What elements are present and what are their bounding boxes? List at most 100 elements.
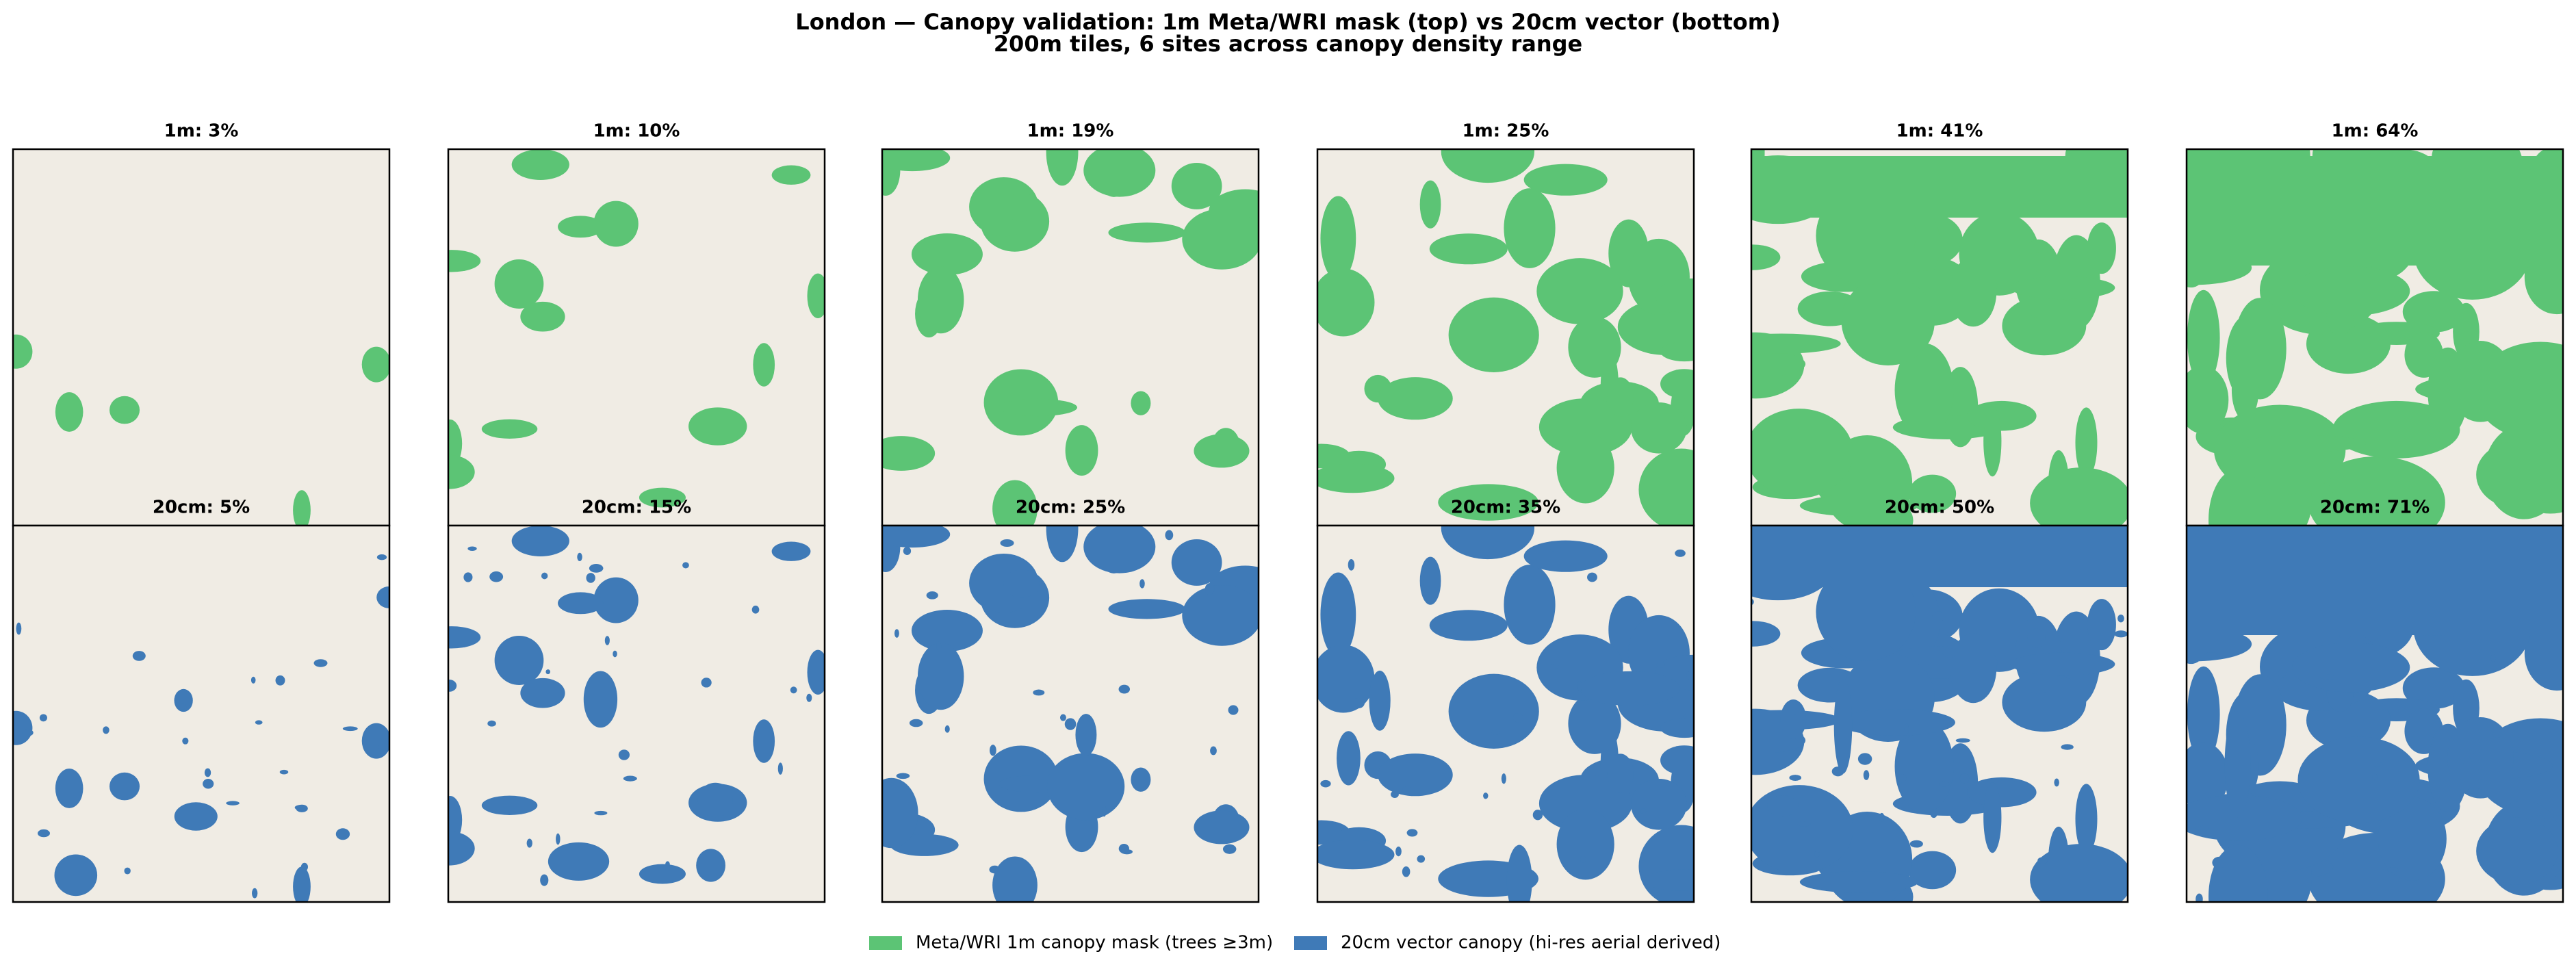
canopy-blob xyxy=(448,250,481,272)
canopy-fragment xyxy=(1033,689,1045,696)
canopy-fragment xyxy=(342,726,358,732)
canopy-blob xyxy=(1046,753,1125,821)
canopy-fragment xyxy=(1896,774,1907,783)
canopy-fragment xyxy=(1102,805,1107,817)
canopy-blob xyxy=(293,490,311,526)
canopy-fragment xyxy=(1139,579,1145,589)
canopy-blob xyxy=(1194,434,1250,468)
canopy-blob xyxy=(1630,402,1687,454)
canopy-fragment xyxy=(38,829,50,838)
canopy-blob xyxy=(481,419,538,439)
canopy-mask xyxy=(448,526,825,886)
canopy-blob xyxy=(1075,714,1097,756)
panel-title: 20cm: 5% xyxy=(153,498,250,518)
figure-title: London — Canopy validation: 1m Meta/WRI … xyxy=(795,9,1780,35)
canopy-fragment xyxy=(1120,849,1133,855)
tile-frame xyxy=(12,524,391,903)
canopy-blob xyxy=(1504,188,1556,268)
canopy-fragment xyxy=(1064,718,1077,730)
tile-frame xyxy=(1750,524,2129,903)
canopy-fragment xyxy=(2492,732,2503,738)
canopy-fragment xyxy=(604,636,610,645)
canopy-blob xyxy=(448,454,475,489)
canopy-blob xyxy=(1607,753,1634,793)
canopy-blob xyxy=(2010,276,2115,300)
canopy-blob xyxy=(1983,782,2002,853)
canopy-blob xyxy=(1429,610,1508,641)
canopy-blob xyxy=(1378,753,1453,797)
canopy-fragment xyxy=(665,861,670,868)
canopy-blob xyxy=(1894,719,1954,814)
canopy-mask xyxy=(1751,526,2128,902)
canopy-blob xyxy=(1638,825,1694,902)
canopy-fragment xyxy=(896,773,910,779)
canopy-blob xyxy=(1504,565,1556,645)
canopy-blob xyxy=(1799,871,1918,893)
panel-title: 20cm: 50% xyxy=(1885,498,1994,518)
canopy-blob xyxy=(1419,180,1441,229)
canopy-fragment xyxy=(132,651,146,661)
canopy-blob xyxy=(1320,572,1356,658)
tile-frame xyxy=(2185,524,2564,903)
canopy-blob xyxy=(1645,493,1694,515)
canopy-blob xyxy=(2075,784,2098,855)
canopy-fragment xyxy=(2467,788,2480,794)
canopy-blob xyxy=(1131,767,1151,792)
canopy-blob xyxy=(882,149,951,172)
canopy-blob xyxy=(55,392,83,432)
canopy-blob xyxy=(1780,699,1807,739)
canopy-blob xyxy=(1908,474,1957,513)
canopy-blob xyxy=(2002,672,2087,732)
canopy-blob xyxy=(771,165,811,185)
canopy-fragment xyxy=(1814,851,1820,858)
canopy-blob xyxy=(1182,584,1259,646)
canopy-blob xyxy=(1630,778,1687,830)
panel-title: 20cm: 15% xyxy=(582,498,691,518)
canopy-blob xyxy=(1556,432,1614,504)
canopy-fragment xyxy=(526,838,532,848)
canopy-fragment xyxy=(22,729,34,736)
canopy-fragment xyxy=(1932,611,1946,621)
canopy-blob xyxy=(2030,844,2128,902)
canopy-fragment xyxy=(903,547,912,556)
canopy-blob xyxy=(174,802,218,831)
canopy-blob xyxy=(2087,599,2116,651)
canopy-blob xyxy=(2187,289,2220,386)
canopy-mask xyxy=(448,149,825,508)
legend-label: 20cm vector canopy (hi-res aerial derive… xyxy=(1341,933,1721,953)
canopy-blob xyxy=(548,842,610,881)
canopy-blob xyxy=(1751,333,1841,354)
canopy-blob xyxy=(1580,671,1680,706)
canopy-blob xyxy=(109,396,140,424)
canopy-fragment xyxy=(182,737,189,745)
canopy-blob xyxy=(917,643,964,710)
canopy-blob xyxy=(1083,149,1156,197)
canopy-fragment xyxy=(1909,840,1923,848)
canopy-blob xyxy=(911,610,983,652)
panel-title: 1m: 25% xyxy=(1463,121,1549,142)
canopy-fragment xyxy=(255,720,263,725)
canopy-blob xyxy=(1441,526,1535,560)
canopy-blob xyxy=(882,436,936,471)
panel-title: 1m: 10% xyxy=(593,121,680,142)
canopy-blob xyxy=(1003,569,1040,598)
tile-background xyxy=(448,149,825,526)
tile-frame xyxy=(1316,524,1695,903)
canopy-fragment xyxy=(1210,746,1217,756)
figure-subtitle: 200m tiles, 6 sites across canopy densit… xyxy=(994,31,1582,57)
canopy-blob xyxy=(1568,316,1621,378)
canopy-fragment xyxy=(1549,545,1561,552)
canopy-blob xyxy=(697,782,733,818)
canopy-blob xyxy=(1950,633,1997,704)
canopy-blob xyxy=(753,343,775,387)
tile-frame xyxy=(881,524,1260,903)
canopy-mask xyxy=(882,149,1259,526)
canopy-fragment xyxy=(1789,775,1802,781)
canopy-blob xyxy=(1751,409,1853,497)
canopy-blob xyxy=(1751,244,1781,270)
canopy-fragment xyxy=(936,641,942,652)
canopy-mask xyxy=(882,526,1259,902)
canopy-fragment xyxy=(376,554,387,560)
canopy-fragment xyxy=(1942,648,1957,658)
canopy-blob xyxy=(1950,257,1997,327)
